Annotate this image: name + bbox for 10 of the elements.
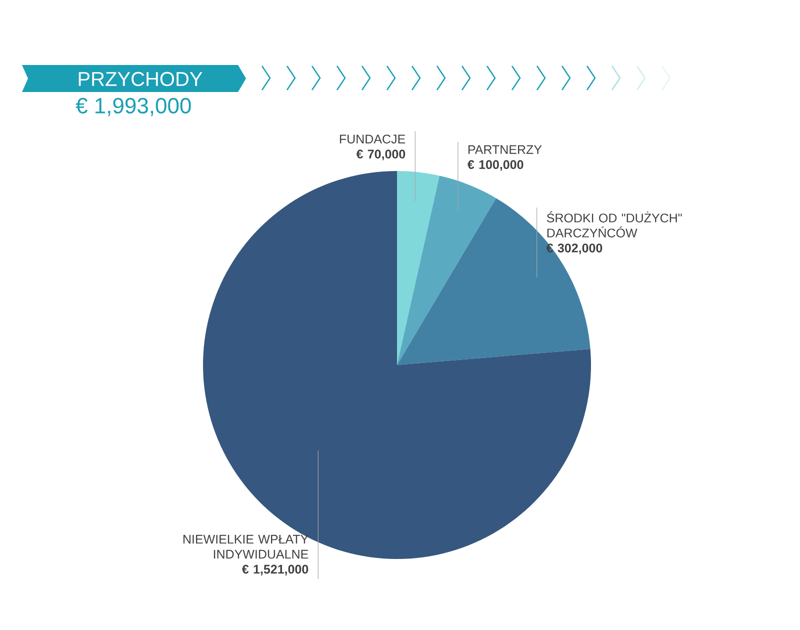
chart-title: PRZYCHODY xyxy=(78,72,202,86)
slice-label: PARTNERZY xyxy=(468,145,542,154)
data-label: € 100,000 xyxy=(468,160,524,171)
data-label: € 70,000 xyxy=(356,150,406,160)
slice-label: FUNDACJE xyxy=(340,134,406,144)
chart-subtitle: € 1,993,000 xyxy=(76,98,191,116)
data-label: € 1,521,000 xyxy=(242,564,308,576)
slice-label: NIEWIELKIE WPŁATY INDYWIDUALNE xyxy=(183,534,308,559)
data-label: € 302,000 xyxy=(546,244,602,254)
slice-label: ŚRODKI OD "DUŻYCH" DARCZYŃCÓW xyxy=(546,211,682,238)
